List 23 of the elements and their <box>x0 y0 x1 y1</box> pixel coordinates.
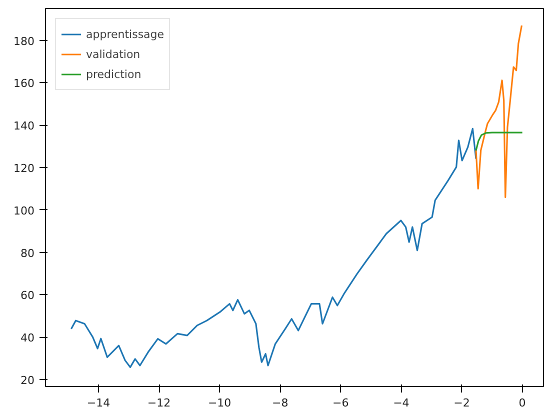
y-tick-label: 40 <box>20 332 35 345</box>
legend-label: validation <box>86 48 140 60</box>
legend-label: apprentissage <box>86 28 164 40</box>
line-series <box>475 132 524 152</box>
x-tick-label: −2 <box>454 396 470 409</box>
y-tick-label: 80 <box>20 246 35 260</box>
x-tick-label: −12 <box>147 396 171 409</box>
legend-label: prediction <box>86 68 142 80</box>
y-tick-label: 20 <box>20 374 35 388</box>
y-tick-label: 60 <box>20 289 35 302</box>
y-tick-label: 180 <box>14 34 35 48</box>
x-tick-label: −14 <box>86 396 110 409</box>
line-series <box>475 24 523 198</box>
x-tick-label: 0 <box>518 396 526 409</box>
x-tick-label: −8 <box>272 396 288 409</box>
line-series <box>70 128 477 368</box>
y-tick-label: 120 <box>14 162 35 175</box>
y-tick-label: 100 <box>14 204 35 218</box>
x-tick-label: −6 <box>332 396 349 409</box>
y-tick-label: 160 <box>14 77 35 90</box>
y-tick-label: 140 <box>14 120 35 133</box>
x-tick-label: −10 <box>208 396 232 409</box>
x-tick-label: −4 <box>393 396 410 409</box>
